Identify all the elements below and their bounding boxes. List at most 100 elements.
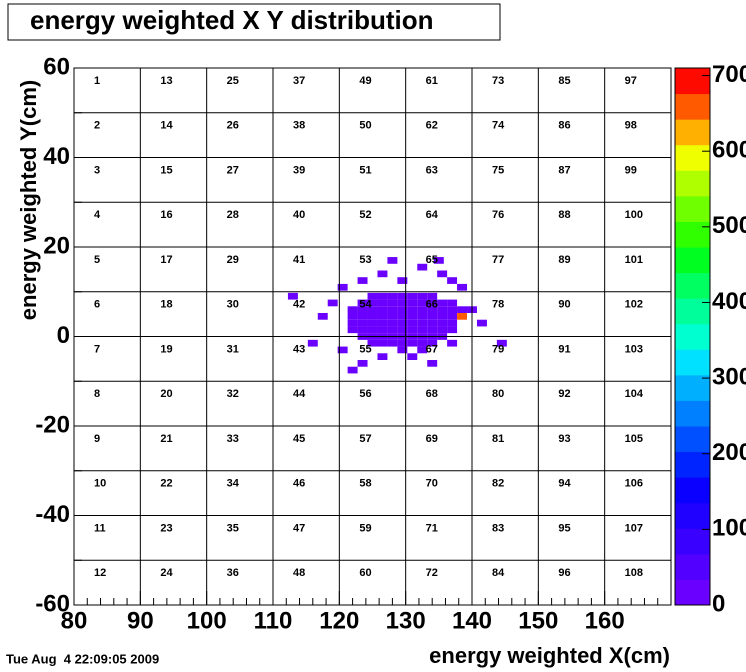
x-tick-label: 120 xyxy=(319,607,359,634)
module-number: 4 xyxy=(94,209,101,221)
heatmap-cell xyxy=(447,313,458,320)
module-number: 59 xyxy=(359,522,371,534)
heatmap-cell xyxy=(407,319,418,327)
heatmap-cell xyxy=(357,306,368,314)
heatmap-cell xyxy=(327,299,338,307)
heatmap-cell xyxy=(407,353,418,360)
heatmap-cell xyxy=(347,326,358,334)
heatmap-cell xyxy=(357,359,368,367)
colorbar-band xyxy=(675,195,710,222)
module-number: 31 xyxy=(227,343,239,355)
module-number: 28 xyxy=(227,209,239,221)
colorbar-band xyxy=(675,426,710,453)
heatmap-cell xyxy=(427,339,438,347)
module-number: 85 xyxy=(558,75,570,87)
y-tick-label: -60 xyxy=(35,590,70,617)
module-number: 91 xyxy=(558,343,570,355)
heatmap-cell xyxy=(417,319,428,327)
module-number: 2 xyxy=(94,120,100,132)
heatmap-cell xyxy=(397,277,408,284)
heatmap-cell xyxy=(377,270,388,278)
module-number: 69 xyxy=(426,433,438,445)
heatmap-cell xyxy=(447,306,458,314)
heatmap-cell xyxy=(457,313,468,320)
x-tick-label: 90 xyxy=(127,607,154,634)
heatmap-cell xyxy=(417,346,428,354)
module-number: 100 xyxy=(625,209,643,221)
module-number: 98 xyxy=(625,120,637,132)
heatmap-cell xyxy=(433,257,444,264)
module-number: 101 xyxy=(625,254,643,266)
heatmap-cell xyxy=(367,339,378,347)
module-number: 86 xyxy=(558,120,570,132)
x-tick-label: 130 xyxy=(386,607,426,634)
colorbar-band xyxy=(675,477,710,504)
module-number: 97 xyxy=(625,75,637,87)
heatmap-cell xyxy=(357,299,368,307)
module-number: 103 xyxy=(625,343,643,355)
module-number: 8 xyxy=(94,388,100,400)
colorbar-band xyxy=(675,170,710,197)
colorbar-band xyxy=(675,68,710,95)
module-number: 61 xyxy=(426,75,438,87)
module-number: 48 xyxy=(293,567,305,579)
y-tick-label: -20 xyxy=(35,411,70,438)
module-number: 94 xyxy=(558,478,571,490)
heatmap-cell xyxy=(457,306,468,314)
module-number: 14 xyxy=(160,120,173,132)
module-number: 44 xyxy=(293,388,306,400)
colorbar-band xyxy=(675,528,710,555)
heatmap-cell xyxy=(496,339,507,347)
module-number: 20 xyxy=(160,388,172,400)
colorbar-band xyxy=(675,400,710,427)
module-number: 107 xyxy=(625,522,643,534)
colorbar-band xyxy=(675,374,710,401)
module-number: 37 xyxy=(293,75,305,87)
module-number: 78 xyxy=(492,299,504,311)
module-number: 70 xyxy=(426,478,438,490)
heatmap-cell xyxy=(427,306,438,314)
module-number: 38 xyxy=(293,120,305,132)
module-number: 106 xyxy=(625,478,643,490)
colorbar-tick-label: 100 xyxy=(712,515,746,542)
module-number: 72 xyxy=(426,567,438,579)
colorbar-tick-label: 0 xyxy=(712,590,725,617)
module-number: 84 xyxy=(492,567,505,579)
module-number: 57 xyxy=(359,433,371,445)
heatmap-cell xyxy=(407,299,418,307)
footer-date: Tue Aug 4 22:09:05 2009 xyxy=(6,651,159,666)
heatmap-cell xyxy=(476,319,487,327)
module-number: 40 xyxy=(293,209,305,221)
colorbar-band xyxy=(675,349,710,376)
module-number: 25 xyxy=(227,75,239,87)
x-tick-label: 160 xyxy=(585,607,625,634)
heatmap-cell xyxy=(377,306,388,314)
module-number: 102 xyxy=(625,299,643,311)
heatmap-cell xyxy=(387,299,398,307)
module-number: 99 xyxy=(625,164,637,176)
heatmap-cell xyxy=(317,313,328,320)
heatmap-cell xyxy=(377,313,388,320)
heatmap-cell xyxy=(337,346,348,354)
colorbar-tick-label: 700 xyxy=(712,61,746,88)
module-number: 56 xyxy=(359,388,371,400)
heatmap-cell xyxy=(397,299,408,307)
heatmap-cell xyxy=(427,326,438,334)
heatmap-cell xyxy=(347,306,358,314)
y-axis-label: energy weighted Y(cm) xyxy=(16,80,41,320)
module-number: 58 xyxy=(359,478,371,490)
heatmap-cell xyxy=(427,292,438,300)
colorbar-tick-label: 400 xyxy=(712,288,746,315)
colorbar-band xyxy=(675,323,710,350)
heatmap-cell xyxy=(417,339,428,347)
heatmap-cell xyxy=(397,346,408,354)
heatmap-cell xyxy=(347,319,358,327)
module-number: 1 xyxy=(94,75,100,87)
module-number: 53 xyxy=(359,254,371,266)
module-number: 67 xyxy=(426,343,438,355)
heatmap-cell xyxy=(447,277,458,284)
module-number: 76 xyxy=(492,209,504,221)
heatmap-cell xyxy=(347,313,358,320)
module-number: 87 xyxy=(558,164,570,176)
colorbar-tick-label: 300 xyxy=(712,363,746,390)
